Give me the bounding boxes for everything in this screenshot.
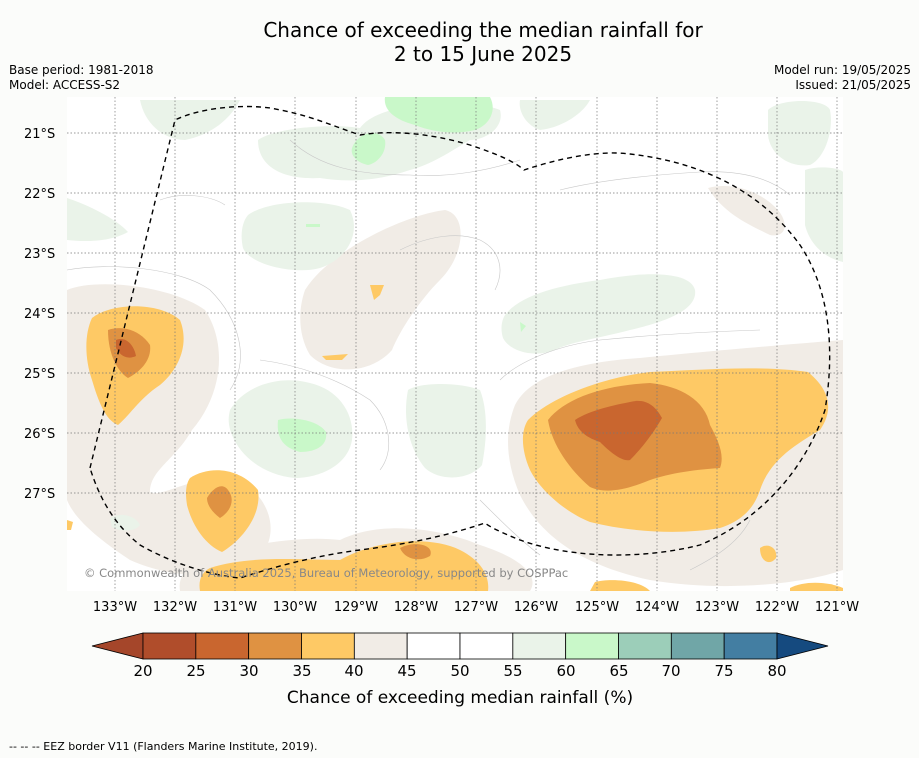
contour-35-small-6 [590,580,650,591]
colorbar-tick: 50 [450,662,469,680]
contour-45-northeast [708,186,785,236]
colorbar-segment [512,632,567,660]
lon-label: 123°W [695,600,739,615]
meta-right: Model run: 19/05/2025 Issued: 21/05/2025 [774,63,911,93]
lon-label: 124°W [635,600,679,615]
contour-60-southwest [277,418,327,452]
contour-60-north [384,97,493,133]
colorbar-tick: 70 [661,662,680,680]
lon-label: 126°W [514,600,558,615]
colorbar-segment [195,632,250,660]
title-line-2: 2 to 15 June 2025 [393,42,573,66]
contour-55-small-south [110,514,140,531]
lon-label: 130°W [273,600,317,615]
colorbar-label: Chance of exceeding median rainfall (%) [287,688,633,708]
contour-35-small-2 [322,354,348,360]
lon-label: 122°W [755,600,799,615]
contour-60-tiny [306,224,320,227]
colorbar-tick: 75 [714,662,733,680]
model-text: Model: ACCESS-S2 [9,78,121,92]
contour-30-southwest [207,486,232,518]
lat-label: 25°S [24,367,55,382]
lat-label: 22°S [24,187,55,202]
lat-labels: 21°S 22°S 23°S 24°S 25°S 26°S 27°S [24,127,55,502]
colorbar-tick: 40 [344,662,363,680]
colorbar-segment [670,632,725,660]
colorbar-extend-high [776,632,829,660]
lon-label: 127°W [454,600,498,615]
eez-boundary [89,105,831,579]
lon-labels: 133°W 132°W 131°W 130°W 129°W 128°W 127°… [93,600,859,615]
colorbar-tick: 65 [609,662,628,680]
lat-label: 24°S [24,307,55,322]
contour-35-small-4 [790,582,843,591]
colorbar-tick: 20 [133,662,152,680]
eez-legend: -- -- -- EEZ border V11 (Flanders Marine… [9,740,318,753]
lon-label: 133°W [93,600,137,615]
contour-35-small-5 [67,520,73,530]
lat-label: 23°S [24,247,55,262]
lon-label: 132°W [153,600,197,615]
contour-55-east-center [501,274,696,354]
map-title: Chance of exceeding the median rainfall … [0,18,919,66]
colorbar-segment [248,632,302,660]
colorbar-segment [142,632,197,660]
lat-label: 26°S [24,427,55,442]
colorbar-segment [618,632,672,660]
contour-55-westedge [67,198,128,242]
colorbar-tick: 45 [397,662,416,680]
lon-label: 125°W [575,600,619,615]
lat-label: 21°S [24,127,55,142]
colorbar [91,632,829,660]
colorbar-segment [301,632,355,660]
lon-label: 131°W [213,600,257,615]
contour-55-middle-south [405,384,486,478]
meta-left: Base period: 1981-2018 Model: ACCESS-S2 [9,63,154,93]
contour-35-small-1 [370,285,384,300]
model-run-text: Model run: 19/05/2025 [773,63,911,77]
contour-55-northeast [519,100,590,130]
contour-60-tiny-east [520,322,526,332]
colorbar-segment [353,632,408,660]
colorbar-segment [459,632,514,660]
colorbar-tick: 55 [503,662,522,680]
lon-label: 128°W [394,600,438,615]
colorbar-segment [406,632,461,660]
contour-30-south [400,544,431,560]
contour-35-small-3 [760,545,777,563]
contour-55-northwest [140,100,240,140]
colorbar-tick: 60 [556,662,575,680]
copyright-text: © Commonwealth of Australia 2025, Bureau… [84,566,568,580]
lat-label: 27°S [24,487,55,502]
colorbar-segment [565,632,619,660]
colorbar-tick: 25 [186,662,205,680]
issued-text: Issued: 21/05/2025 [795,78,911,92]
colorbar-extend-low [91,632,144,660]
colorbar-segment [723,632,778,660]
contour-lines [67,139,791,571]
lon-label: 129°W [334,600,378,615]
colorbar-tick: 80 [767,662,786,680]
contour-60-north-small [351,133,386,165]
contour-45-east-south [780,475,843,560]
colorbar-tick: 30 [239,662,258,680]
colorbar-ticks: 20 25 30 35 40 45 50 55 60 65 70 75 80 [133,662,786,680]
colorbar-tick: 35 [292,662,311,680]
base-period-text: Base period: 1981-2018 [9,63,154,77]
lon-label: 121°W [815,600,859,615]
contour-55-east-side [805,167,843,262]
contour-55-center-north [241,202,354,271]
title-line-1: Chance of exceeding the median rainfall … [263,18,703,42]
